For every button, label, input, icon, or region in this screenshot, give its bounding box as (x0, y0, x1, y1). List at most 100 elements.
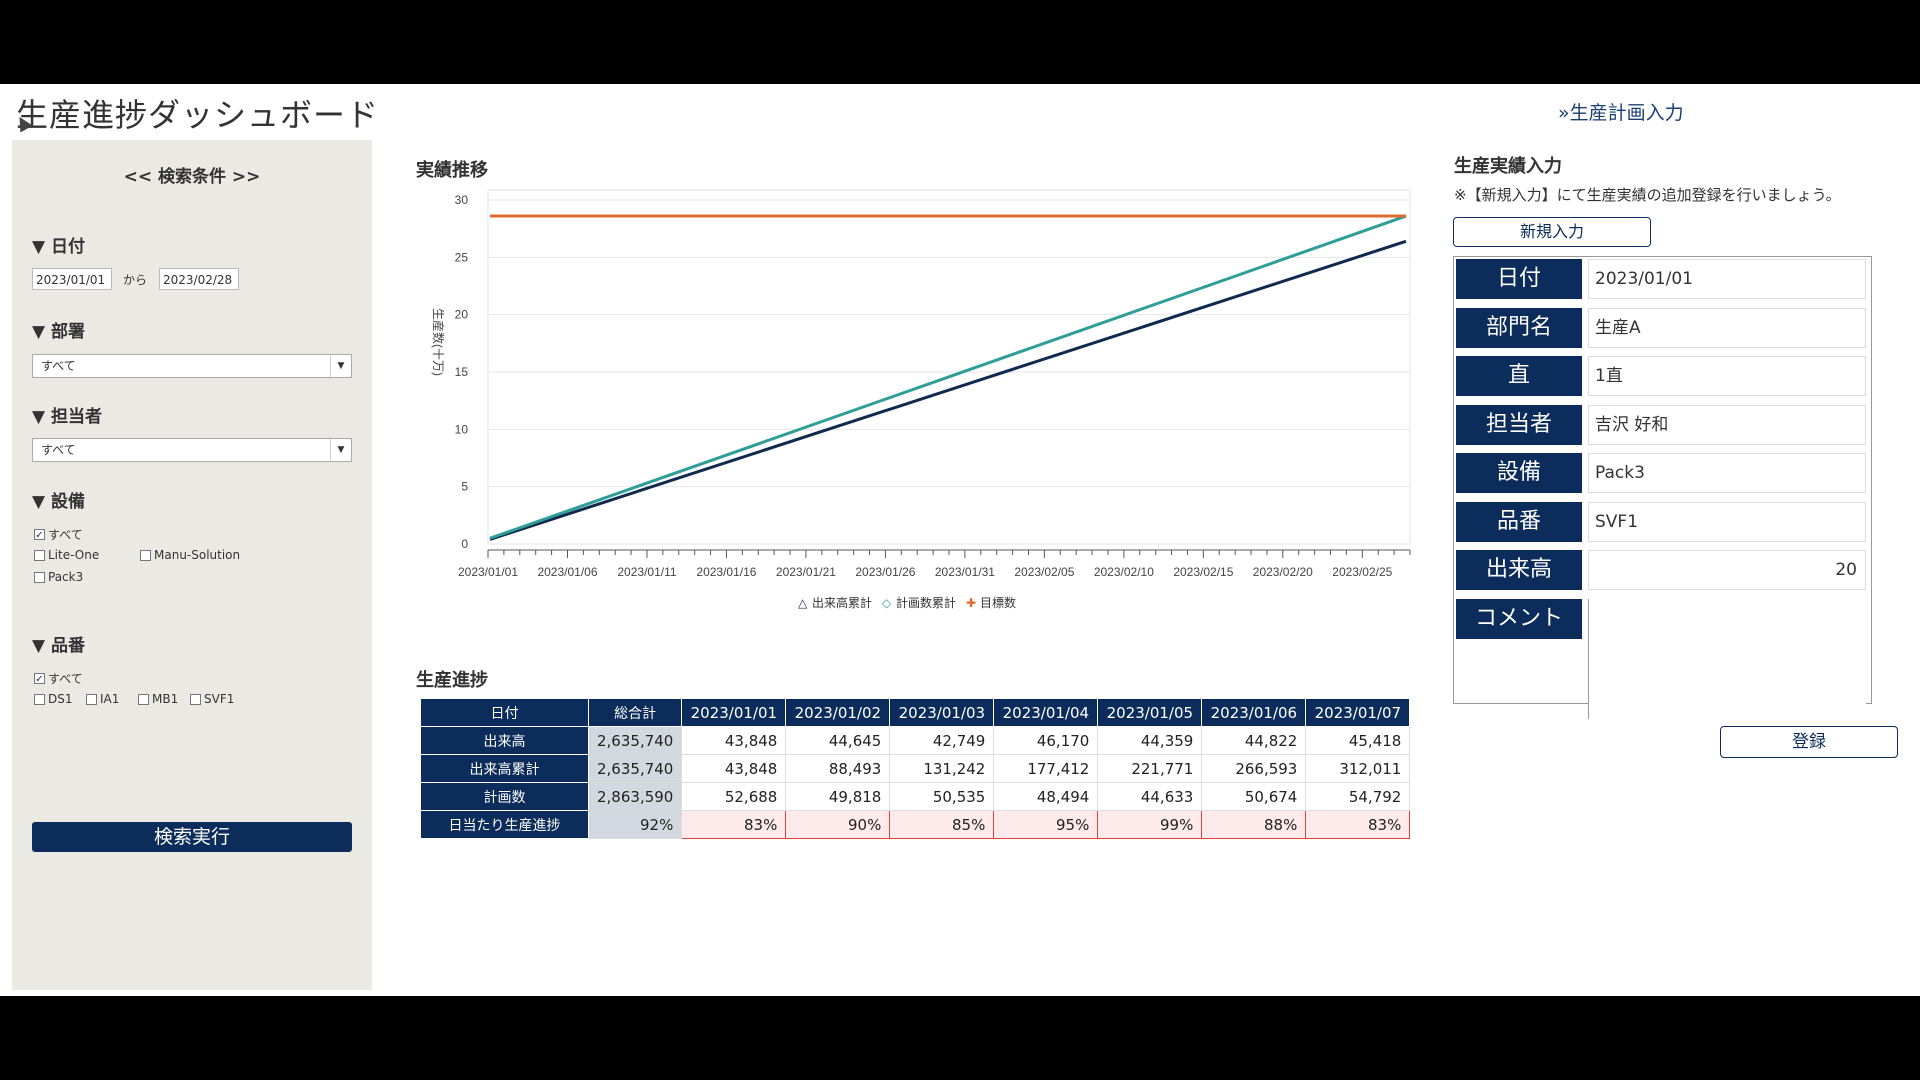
checkbox-icon[interactable] (86, 693, 97, 705)
legend-marker-icon: ◇ (882, 596, 892, 610)
table-cell: 83% (1305, 810, 1411, 839)
field-input-part[interactable]: SVF1 (1588, 501, 1866, 542)
x-tick-label: 2023/01/01 (458, 565, 518, 579)
person-select[interactable]: すべて ▼ (32, 438, 352, 462)
search-conditions-heading: << 検索条件 >> (123, 167, 261, 187)
table-cell: 44,822 (1201, 726, 1307, 755)
field-input-person[interactable]: 吉沢 好和 (1588, 404, 1866, 445)
part-checkbox-all[interactable]: ✓ すべて (34, 672, 83, 686)
date-to-input[interactable]: 2023/02/28 (159, 268, 239, 290)
checkbox-icon[interactable] (138, 693, 149, 705)
table-cell: 131,242 (889, 754, 995, 783)
equip-filter-title: ▼ 設備 (32, 492, 85, 512)
field-label-person: 担当者 (1456, 404, 1582, 445)
table-row: 出来高累計 2,635,740 43,848 88,493 131,242 177,412… (420, 754, 1411, 783)
entry-form: 日付 2023/01/01 部門名 生産A 直 1直 担当者 吉沢 好和 設備 Pack3 品番 SV… (1453, 256, 1872, 719)
date-range-separator: から (123, 273, 148, 287)
field-label-equip: 設備 (1456, 453, 1582, 493)
field-label-shift: 直 (1456, 356, 1582, 396)
page-title: 生産進捗ダッシュボード (16, 96, 380, 134)
table-cell: 88% (1201, 810, 1307, 839)
chevron-down-icon[interactable]: ▼ (330, 439, 351, 461)
part-checkbox-svf1[interactable]: SVF1 (190, 692, 234, 706)
production-plan-link[interactable]: »生産計画入力 (1558, 102, 1684, 124)
row-label: 計画数 (420, 782, 589, 811)
series-line-1 (489, 239, 1407, 541)
table-cell: 177,412 (993, 754, 1099, 783)
header-date: 2023/01/03 (889, 698, 995, 727)
table-cell: 43,848 (681, 726, 787, 755)
table-cell: 45,418 (1305, 726, 1411, 755)
x-tick-label: 2023/01/31 (935, 565, 995, 579)
x-tick-label: 2023/02/25 (1332, 565, 1392, 579)
x-tick-label: 2023/02/20 (1253, 565, 1313, 579)
part-checkbox-ia1[interactable]: IA1 (86, 692, 119, 706)
x-tick-label: 2023/01/06 (537, 565, 597, 579)
equip-checkbox-pack3[interactable]: Pack3 (34, 570, 83, 584)
register-button[interactable]: 登録 (1720, 726, 1898, 758)
table-header-row: 日付 総合計 2023/01/01 2023/01/02 2023/01/03 2023/… (420, 698, 1411, 727)
checkbox-icon[interactable] (140, 549, 151, 561)
part-checkbox-ds1[interactable]: DS1 (34, 692, 73, 706)
y-tick-label: 15 (455, 365, 469, 379)
checkbox-checked-icon[interactable]: ✓ (34, 529, 45, 541)
table-cell: 52,688 (681, 782, 787, 811)
date-from-input[interactable]: 2023/01/01 (32, 268, 112, 290)
search-execute-button[interactable]: 検索実行 (32, 822, 352, 852)
part-filter-title: ▼ 品番 (32, 636, 85, 656)
y-tick-label: 5 (461, 480, 468, 494)
date-range: 2023/01/01 から 2023/02/28 (32, 268, 362, 292)
x-tick-label: 2023/01/21 (776, 565, 836, 579)
legend-label: 目標数 (980, 595, 1016, 610)
field-input-dept[interactable]: 生産A (1588, 307, 1866, 348)
equip-checkbox-all[interactable]: ✓ すべて (34, 528, 83, 542)
person-filter-title: ▼ 担当者 (32, 407, 102, 427)
x-tick-label: 2023/02/15 (1173, 565, 1233, 579)
header-total: 総合計 (587, 698, 683, 727)
header-date-label: 日付 (420, 698, 589, 727)
table-cell: 266,593 (1201, 754, 1307, 783)
chevron-down-icon[interactable]: ▼ (330, 355, 351, 377)
search-sidebar: << 検索条件 >> ▼ 日付 2023/01/01 から 2023/02/28… (12, 140, 372, 990)
new-entry-button[interactable]: 新規入力 (1453, 217, 1651, 247)
table-cell: 43,848 (681, 754, 787, 783)
part-checkbox-mb1[interactable]: MB1 (138, 692, 178, 706)
field-input-shift[interactable]: 1直 (1588, 356, 1866, 396)
checkbox-icon[interactable] (34, 549, 45, 561)
table-cell: 2,635,740 (587, 726, 683, 755)
table-cell: 54,792 (1305, 782, 1411, 811)
table-cell: 92% (587, 810, 683, 839)
field-input-comment[interactable] (1588, 598, 1866, 719)
checkbox-icon[interactable] (190, 693, 201, 705)
dept-select[interactable]: すべて ▼ (32, 354, 352, 378)
table-cell: 312,011 (1305, 754, 1411, 783)
table-cell: 44,645 (785, 726, 891, 755)
table-cell: 50,535 (889, 782, 995, 811)
field-input-output[interactable]: 20 (1588, 550, 1866, 590)
table-cell: 95% (993, 810, 1099, 839)
progress-section-title: 生産進捗 (416, 670, 488, 691)
header-date: 2023/01/05 (1097, 698, 1203, 727)
table-cell: 90% (785, 810, 891, 839)
field-label-comment: コメント (1456, 598, 1582, 639)
table-cell: 2,635,740 (587, 754, 683, 783)
header-date: 2023/01/06 (1201, 698, 1307, 727)
table-cell: 44,359 (1097, 726, 1203, 755)
checkbox-icon[interactable] (34, 693, 45, 705)
x-tick-label: 2023/01/26 (855, 565, 915, 579)
checkbox-checked-icon[interactable]: ✓ (34, 673, 45, 685)
table-cell: 88,493 (785, 754, 891, 783)
table-cell: 2,863,590 (587, 782, 683, 811)
header-date: 2023/01/07 (1305, 698, 1411, 727)
field-input-equip[interactable]: Pack3 (1588, 453, 1866, 493)
checkbox-icon[interactable] (34, 571, 45, 583)
equip-checkbox-lite-one[interactable]: Lite-One (34, 548, 99, 562)
table-cell: 83% (681, 810, 787, 839)
equip-checkbox-manu-solution[interactable]: Manu-Solution (140, 548, 240, 562)
field-input-date[interactable]: 2023/01/01 (1588, 259, 1866, 299)
table-cell: 48,494 (993, 782, 1099, 811)
table-row: 日当たり生産進捗 92% 83% 90% 85% 95% 99% 88% 83% (420, 810, 1411, 839)
table-cell: 42,749 (889, 726, 995, 755)
table-cell: 221,771 (1097, 754, 1203, 783)
series-line-2 (489, 214, 1407, 540)
